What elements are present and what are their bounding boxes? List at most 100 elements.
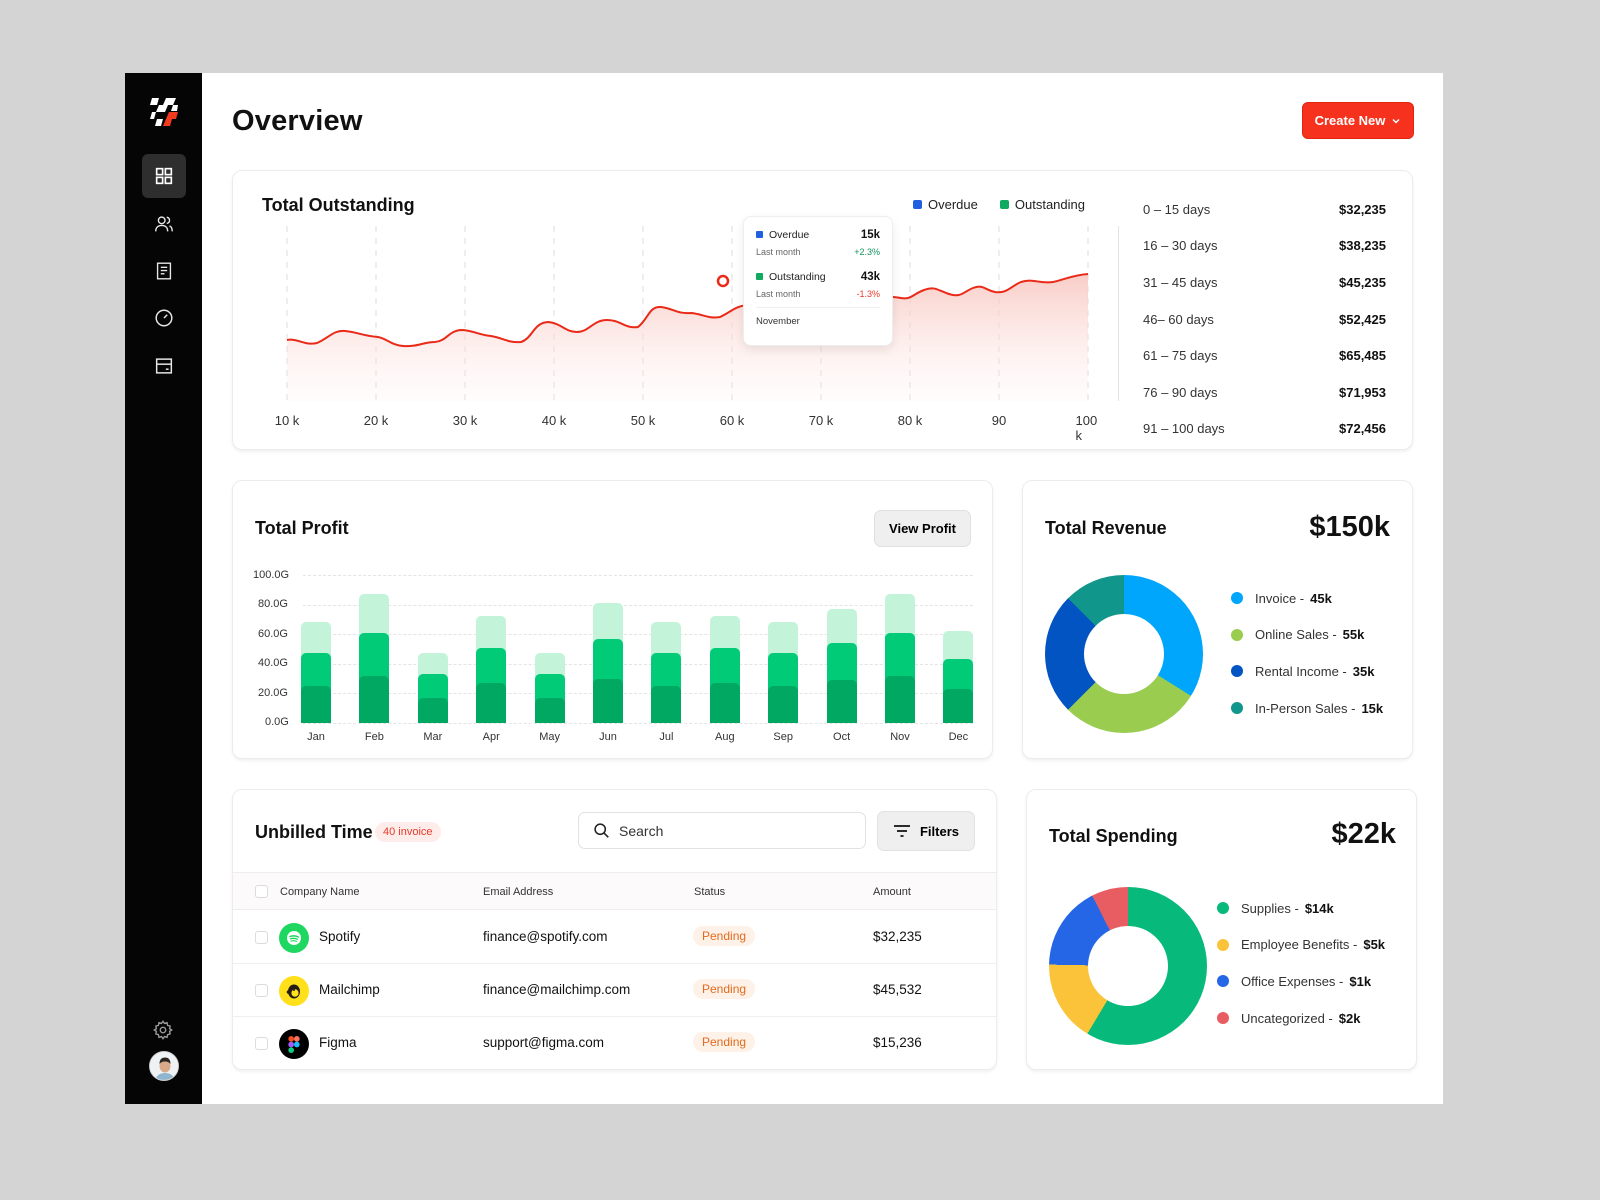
revenue-legend: Invoice - 45k Online Sales - 55k Rental …	[1231, 580, 1383, 726]
profit-bar-jan[interactable]	[301, 575, 331, 723]
spending-donut-chart	[1049, 887, 1207, 1045]
table-row[interactable]: Spotify finance@spotify.com Pending $32,…	[233, 911, 996, 964]
legend-item: Office Expenses - $1k	[1217, 963, 1385, 1000]
wallet-icon	[155, 358, 173, 374]
row-checkbox[interactable]	[255, 984, 268, 997]
month-label: Nov	[890, 731, 910, 743]
profit-bar-apr[interactable]	[476, 575, 507, 723]
total-profit-card: Total Profit View Profit 100.0G 80.0G 60…	[232, 480, 993, 759]
month-label: Jun	[599, 731, 617, 743]
company-name: Figma	[319, 1035, 357, 1050]
bar-segment	[359, 675, 390, 723]
profit-bar-sep[interactable]	[768, 575, 799, 723]
bar-segment	[301, 686, 331, 723]
mailchimp-logo-icon	[279, 976, 309, 1006]
nav-users[interactable]	[142, 202, 186, 246]
bar-segment	[768, 686, 799, 723]
month-label: Jul	[659, 731, 674, 743]
bar-segment	[476, 683, 507, 723]
profit-title: Total Profit	[255, 518, 349, 538]
bar-segment	[943, 688, 974, 723]
search-input[interactable]	[619, 822, 849, 839]
month-label: Jan	[307, 731, 325, 743]
aging-row: 76 – 90 days $71,953	[1143, 384, 1386, 400]
bar-segment	[593, 678, 623, 723]
grid-icon	[155, 167, 173, 185]
user-avatar[interactable]	[149, 1051, 179, 1081]
outstanding-legend: Overdue Outstanding	[913, 197, 1085, 212]
profit-bar-oct[interactable]	[826, 575, 857, 723]
column-company[interactable]: Company Name	[280, 886, 360, 898]
users-icon	[155, 216, 173, 232]
company-name: Mailchimp	[319, 982, 380, 997]
email-address: finance@spotify.com	[483, 929, 608, 944]
gauge-icon	[155, 309, 173, 327]
legend-item: Rental Income - 35k	[1231, 653, 1383, 690]
profit-bar-aug[interactable]	[709, 575, 740, 723]
legend-item: Uncategorized - $2k	[1217, 1000, 1385, 1037]
chart-hover-point[interactable]	[716, 274, 730, 288]
create-new-button[interactable]: Create New	[1302, 102, 1414, 139]
profit-bar-jul[interactable]	[651, 575, 682, 723]
table-row[interactable]: Figma support@figma.com Pending $15,236	[233, 1017, 996, 1069]
bar-segment	[651, 686, 682, 723]
profit-bar-mar[interactable]	[417, 575, 448, 723]
search-icon	[594, 823, 609, 838]
filters-button[interactable]: Filters	[877, 811, 975, 851]
divider	[1118, 226, 1119, 401]
legend-item: Employee Benefits - $5k	[1217, 927, 1385, 964]
legend-outstanding: Outstanding	[999, 197, 1085, 212]
chevron-down-icon	[1392, 118, 1400, 124]
month-label: May	[539, 731, 560, 743]
table-row[interactable]: Mailchimp finance@mailchimp.com Pending …	[233, 964, 996, 1017]
column-email[interactable]: Email Address	[483, 886, 554, 898]
status-badge: Pending	[693, 1032, 756, 1052]
app-window: Overview Create New Total Outstanding Ov…	[125, 73, 1443, 1104]
table-header: Company Name Email Address Status Amount	[233, 872, 996, 910]
profit-bar-jun[interactable]	[593, 575, 623, 723]
profit-bar-may[interactable]	[534, 575, 565, 723]
revenue-total: $150k	[1309, 511, 1390, 543]
settings-gear-icon[interactable]	[152, 1019, 174, 1041]
profit-bar-nov[interactable]	[885, 575, 915, 723]
bar-segment	[709, 683, 740, 723]
company-name: Spotify	[319, 929, 361, 944]
legend-item: Online Sales - 55k	[1231, 617, 1383, 654]
spending-title: Total Spending	[1049, 826, 1178, 846]
outstanding-title: Total Outstanding	[262, 195, 415, 215]
invoice-count-badge: 40 invoice	[375, 822, 441, 842]
sidebar	[125, 73, 202, 1104]
column-status[interactable]: Status	[694, 886, 726, 898]
document-icon	[156, 262, 172, 280]
row-checkbox[interactable]	[255, 931, 268, 944]
aging-row: 31 – 45 days $45,235	[1143, 274, 1386, 290]
column-amount[interactable]: Amount	[873, 886, 911, 898]
profit-bar-dec[interactable]	[943, 575, 974, 723]
legend-item: Invoice - 45k	[1231, 580, 1383, 617]
aging-row: 46– 60 days $52,425	[1143, 311, 1386, 327]
create-new-label: Create New	[1314, 113, 1386, 128]
search-box[interactable]	[578, 812, 866, 849]
bar-segment	[826, 680, 857, 723]
nav-wallet[interactable]	[142, 344, 186, 388]
brand-logo-icon[interactable]	[148, 95, 180, 127]
view-profit-button[interactable]: View Profit	[874, 510, 971, 547]
nav-analytics[interactable]	[142, 296, 186, 340]
spotify-logo-icon	[279, 923, 309, 953]
amount: $45,532	[873, 982, 922, 997]
status-badge: Pending	[693, 926, 756, 946]
status-badge: Pending	[693, 979, 756, 999]
nav-dashboard[interactable]	[142, 154, 186, 198]
avatar-person-icon	[150, 1052, 178, 1080]
profit-bar-feb[interactable]	[359, 575, 390, 723]
filters-label: Filters	[919, 823, 959, 839]
amount: $15,236	[873, 1035, 922, 1050]
revenue-donut-chart	[1045, 575, 1203, 733]
nav-documents[interactable]	[142, 249, 186, 293]
profit-bar-chart	[301, 575, 976, 723]
select-all-checkbox[interactable]	[255, 885, 268, 898]
page-title: Overview	[232, 105, 363, 137]
row-checkbox[interactable]	[255, 1037, 268, 1050]
email-address: finance@mailchimp.com	[483, 982, 631, 997]
bar-segment	[885, 675, 915, 723]
